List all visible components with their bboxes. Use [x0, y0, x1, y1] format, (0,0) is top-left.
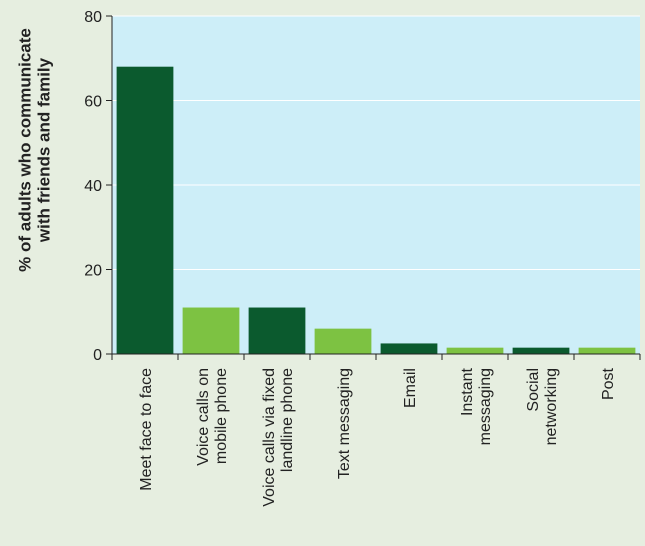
bar — [248, 307, 306, 354]
y-tick-label: 20 — [84, 263, 102, 280]
y-tick-label: 40 — [84, 178, 102, 195]
x-tick-label: Voice calls onmobile phone — [195, 368, 230, 466]
x-tick-label: Email — [402, 368, 419, 408]
bar — [380, 343, 438, 354]
x-tick-label: Post — [600, 367, 617, 400]
y-tick-label: 0 — [93, 347, 102, 364]
bar — [578, 347, 636, 354]
bar — [446, 347, 504, 354]
y-axis-label: % of adults who communicatewith friends … — [16, 28, 54, 272]
x-tick-label: Text messaging — [336, 368, 353, 479]
bar — [314, 328, 372, 354]
bar — [116, 66, 174, 354]
x-tick-label: Voice calls via fixedlandline phone — [261, 368, 296, 507]
bar — [182, 307, 240, 354]
x-tick-label: Socialnetworking — [525, 368, 560, 445]
x-tick-label: Meet face to face — [138, 368, 155, 491]
bar — [512, 347, 570, 354]
y-tick-label: 60 — [84, 94, 102, 111]
y-tick-label: 80 — [84, 9, 102, 26]
x-tick-label: Instantmessaging — [459, 367, 494, 445]
